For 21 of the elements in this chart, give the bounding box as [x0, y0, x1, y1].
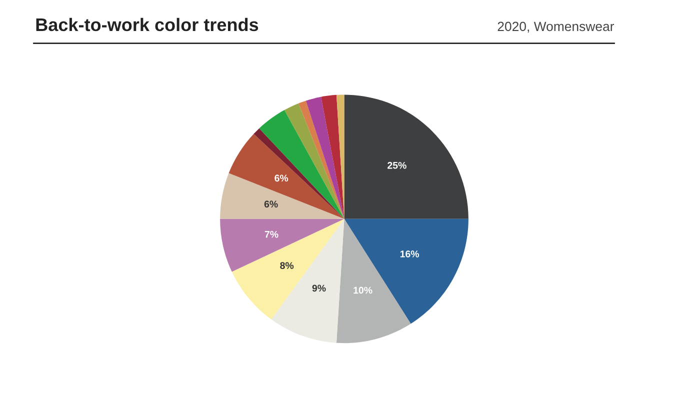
- data-label: 10%: [354, 286, 372, 294]
- data-label: 6%: [274, 174, 288, 182]
- chart-title: Back-to-work color trends: [36, 18, 258, 32]
- pie-slice: [344, 94, 468, 219]
- data-label: 8%: [280, 262, 294, 269]
- data-label: 16%: [400, 250, 420, 258]
- pie-slice: [306, 96, 344, 219]
- data-label: 7%: [264, 230, 278, 238]
- pie-slice: [298, 100, 344, 219]
- pie-slice: [232, 218, 344, 320]
- data-label: 25%: [388, 162, 406, 169]
- pie-slice: [220, 173, 344, 219]
- pie-slice: [259, 110, 344, 219]
- text: 2020, Womenswear: [498, 22, 614, 33]
- pie-slice: [220, 218, 344, 272]
- pie-slice: [228, 134, 344, 219]
- data-label: 9%: [312, 284, 326, 292]
- pie-slice: [320, 94, 344, 219]
- pie-slice: [254, 128, 344, 219]
- pie-slice: [344, 218, 468, 324]
- data-label: 6%: [264, 200, 278, 208]
